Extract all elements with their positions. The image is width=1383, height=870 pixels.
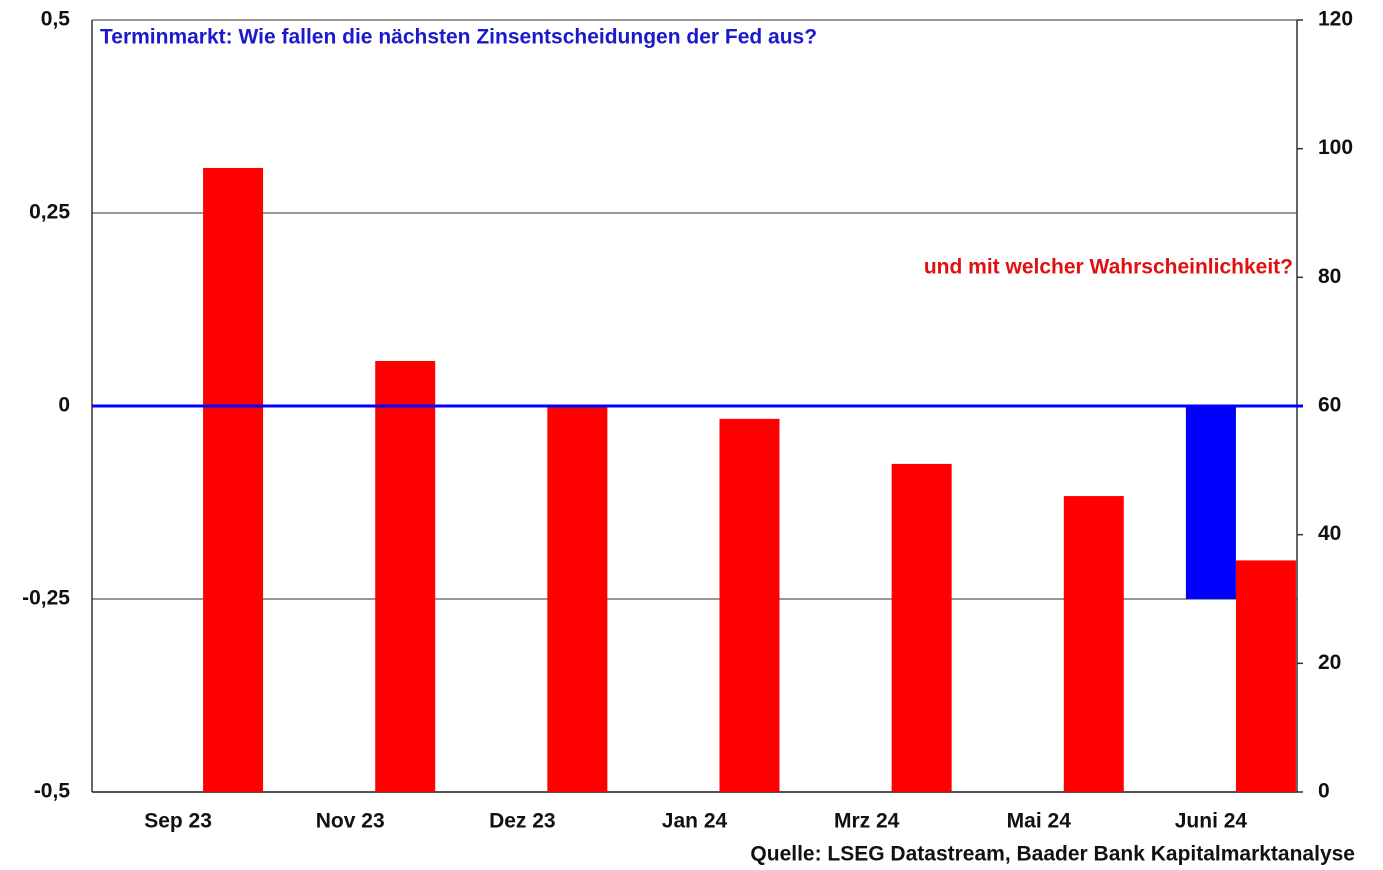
y-tick-label: -0,5 <box>34 780 71 803</box>
x-tick-label: Sep 23 <box>144 810 212 833</box>
chart-title: Terminmarkt: Wie fallen die nächsten Zin… <box>100 26 817 49</box>
x-tick-label: Mrz 24 <box>834 810 900 833</box>
annotation: und mit welcher Wahrscheinlichkeit? <box>924 256 1293 279</box>
bar <box>1063 496 1124 792</box>
y-tick-label: -0,25 <box>22 587 70 610</box>
bar <box>375 360 436 792</box>
y-tick-label: 0,25 <box>29 201 70 224</box>
bar <box>1235 560 1296 792</box>
y-tick-label: 0,5 <box>41 8 71 31</box>
y2-tick-label: 60 <box>1318 394 1341 417</box>
bar <box>719 418 780 792</box>
bar <box>891 463 952 792</box>
x-tick-label: Nov 23 <box>316 810 385 833</box>
bar <box>1185 406 1236 599</box>
y2-tick-label: 40 <box>1318 522 1341 545</box>
bar <box>547 406 608 792</box>
bar <box>203 167 264 792</box>
x-tick-label: Jan 24 <box>662 810 728 833</box>
x-tick-label: Dez 23 <box>489 810 556 833</box>
x-tick-label: Mai 24 <box>1007 810 1072 833</box>
y2-tick-label: 80 <box>1318 265 1341 288</box>
y-tick-label: 0 <box>58 394 70 417</box>
y2-tick-label: 0 <box>1318 780 1330 803</box>
y2-tick-label: 120 <box>1318 8 1353 31</box>
y2-tick-label: 100 <box>1318 136 1353 159</box>
x-tick-label: Juni 24 <box>1175 810 1248 833</box>
y2-tick-label: 20 <box>1318 651 1341 674</box>
source: Quelle: LSEG Datastream, Baader Bank Kap… <box>750 843 1355 866</box>
